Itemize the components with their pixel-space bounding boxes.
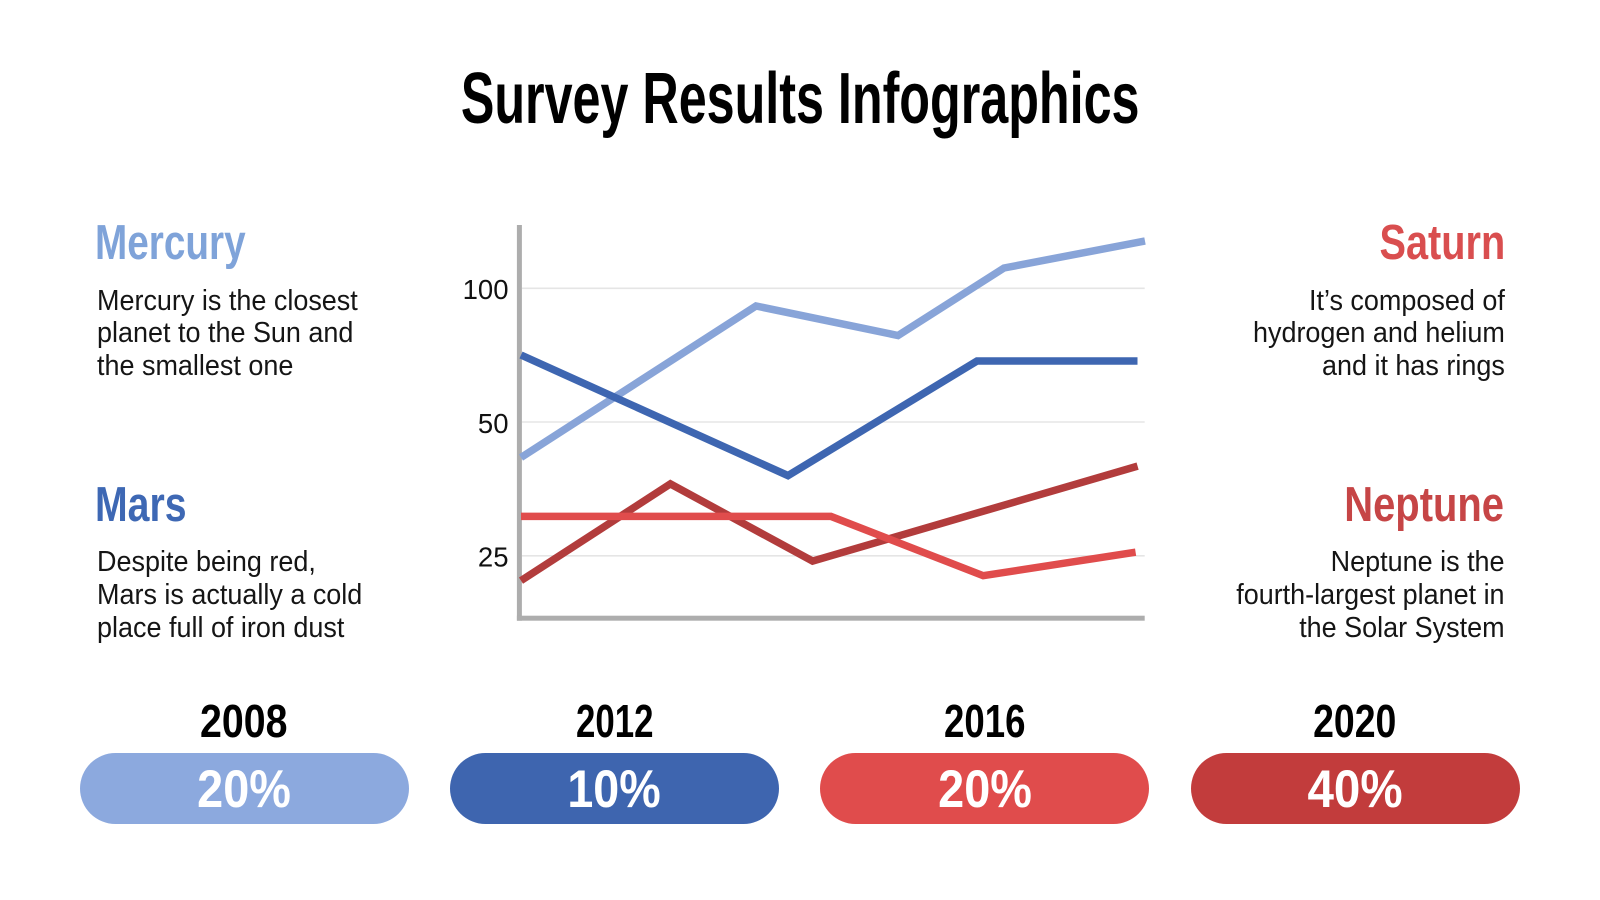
svg-text:100: 100 [463,274,509,305]
svg-text:50: 50 [478,408,509,439]
svg-text:25: 25 [478,542,509,573]
